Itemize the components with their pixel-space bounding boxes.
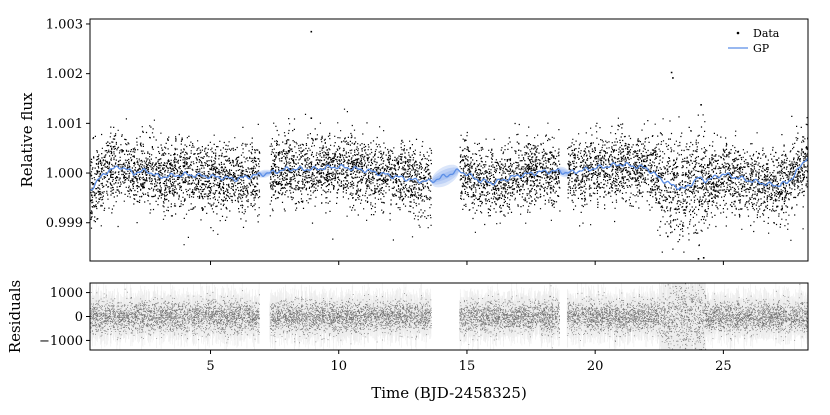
residuals-x-tick-label: 25 bbox=[715, 359, 732, 374]
gp-uncertainty-band bbox=[256, 170, 273, 177]
gp-uncertainty-band bbox=[256, 169, 273, 178]
residuals-x-tick-label: 20 bbox=[587, 359, 604, 374]
flux-y-axis-label: Relative flux bbox=[18, 92, 36, 188]
residuals-y-tick-label: 0 bbox=[75, 310, 83, 325]
legend-data-label: Data bbox=[753, 27, 780, 40]
time-x-axis-label: Time (BJD-2458325) bbox=[371, 384, 527, 402]
flux-plot-area bbox=[90, 30, 808, 260]
flux-y-tick-label: 1.000 bbox=[46, 167, 83, 182]
residuals-x-ticks: 5 10 15 20 25 bbox=[206, 350, 732, 374]
residuals-y-ticks: −1000 0 1000 bbox=[39, 286, 90, 349]
residuals-plot-area bbox=[90, 283, 808, 350]
legend: Data GP bbox=[728, 27, 780, 55]
residual-points bbox=[90, 283, 808, 350]
residuals-x-tick-label: 10 bbox=[330, 359, 347, 374]
residuals-y-tick-label: 1000 bbox=[50, 286, 83, 301]
data-points bbox=[90, 30, 808, 260]
flux-y-tick-label: 1.003 bbox=[46, 17, 83, 32]
flux-y-tick-label: 0.999 bbox=[46, 216, 83, 231]
gp-curve bbox=[90, 156, 808, 191]
gp-uncertainty-band bbox=[556, 166, 570, 178]
flux-x-ticks bbox=[210, 261, 724, 265]
residuals-x-tick-label: 15 bbox=[459, 359, 476, 374]
residuals-y-axis-label: Residuals bbox=[6, 280, 24, 353]
legend-data-marker bbox=[736, 31, 740, 35]
flux-y-tick-label: 1.002 bbox=[46, 67, 83, 82]
flux-panel-frame bbox=[89, 18, 809, 262]
residuals-y-tick-label: −1000 bbox=[39, 334, 83, 349]
flux-y-ticks: 0.999 1.000 1.001 1.002 1.003 bbox=[46, 17, 90, 231]
residuals-x-tick-label: 5 bbox=[206, 359, 214, 374]
flux-y-tick-label: 1.001 bbox=[46, 117, 83, 132]
legend-gp-label: GP bbox=[753, 42, 770, 55]
residuals-panel: −1000 0 1000 5 10 15 20 25 Residuals Time (BJD… bbox=[6, 280, 809, 402]
